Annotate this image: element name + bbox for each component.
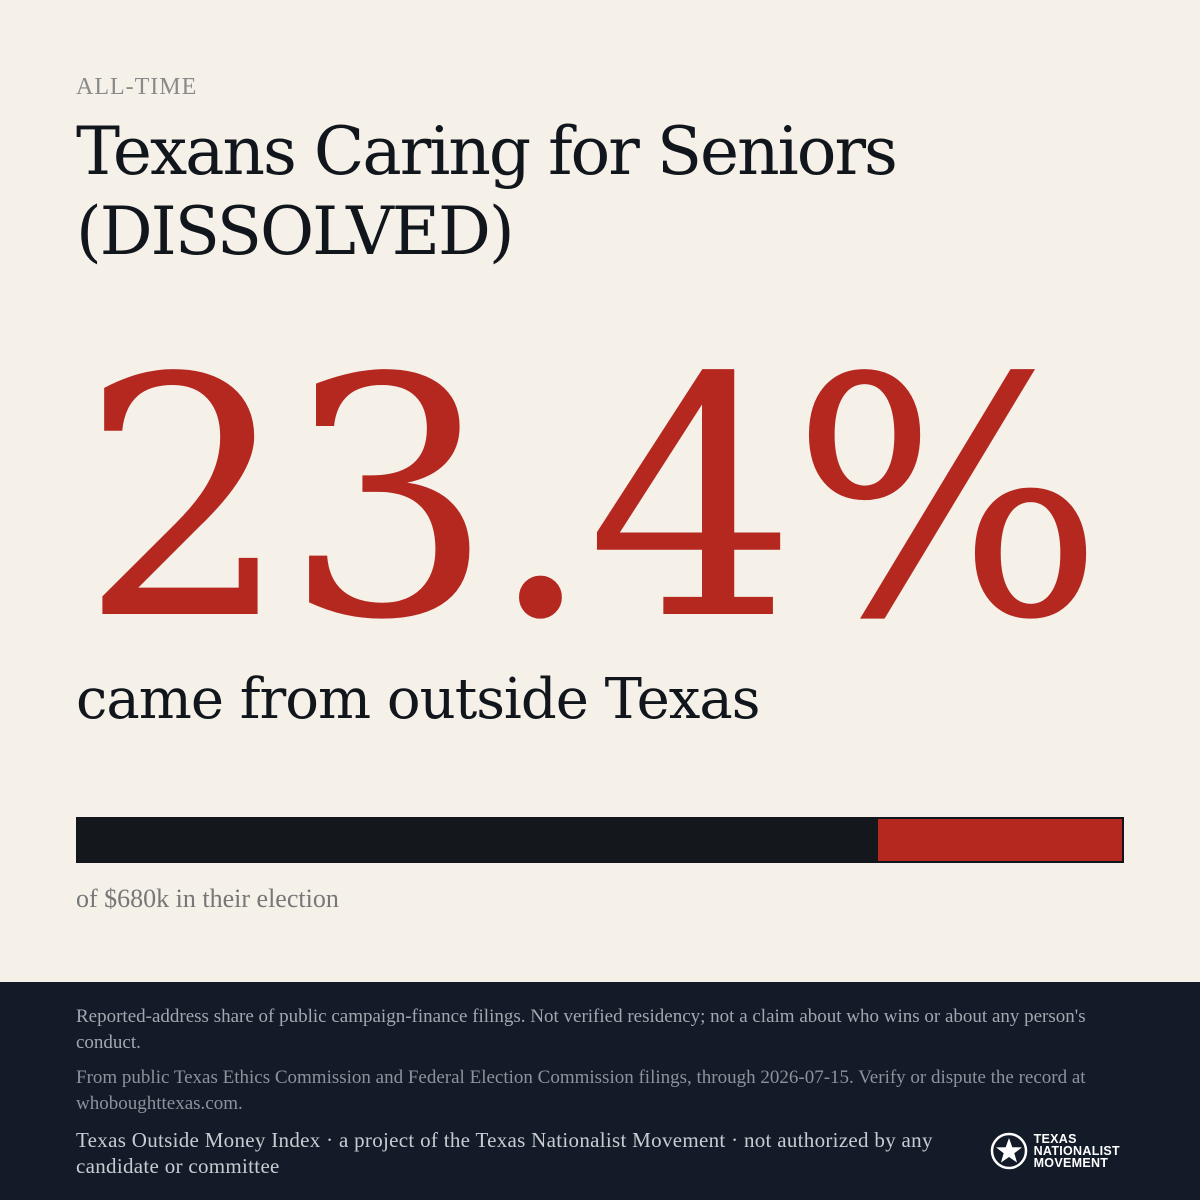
- tnm-logo: TEXAS NATIONALIST MOVEMENT: [990, 1132, 1120, 1170]
- logo-line-3: MOVEMENT: [1033, 1156, 1109, 1170]
- funding-share-bar: [76, 817, 1124, 863]
- attribution-note: Texas Outside Money Index · a project of…: [76, 1128, 933, 1178]
- source-note: From public Texas Ethics Commission and …: [76, 1067, 1086, 1114]
- out-of-state-percent: 23.4%: [80, 308, 1104, 692]
- footer: Reported-address share of public campaig…: [0, 982, 1200, 1200]
- logo-line-2: NATIONALIST: [1033, 1144, 1120, 1158]
- star-emblem-icon: [990, 1132, 1027, 1170]
- disclaimer-note: Reported-address share of public campaig…: [76, 1006, 1086, 1053]
- in-state-share-fill: [78, 819, 878, 861]
- committee-title: Texans Caring for Seniors (DISSOLVED): [76, 113, 898, 270]
- bar-caption: of $680k in their election: [76, 884, 339, 913]
- stat-subline: came from outside Texas: [76, 667, 760, 732]
- eyebrow-label: ALL-TIME: [76, 74, 198, 100]
- logo-line-1: TEXAS: [1033, 1132, 1077, 1146]
